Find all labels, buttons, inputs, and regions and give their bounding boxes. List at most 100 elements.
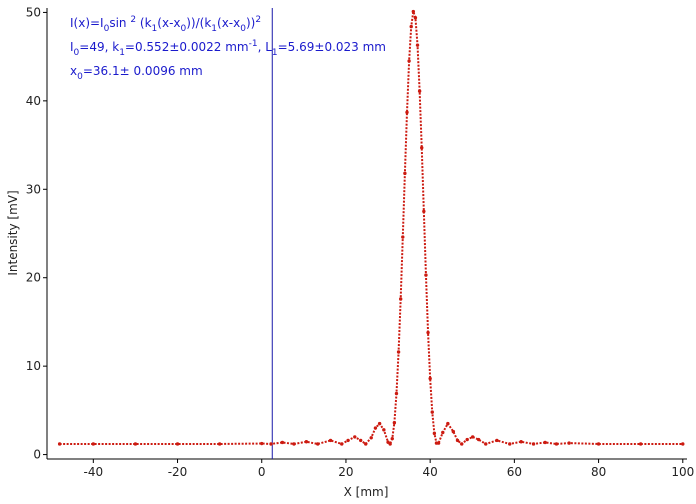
data-point	[531, 442, 536, 446]
data-point	[638, 442, 643, 446]
data-point	[358, 438, 363, 443]
annotation-part: =5.69±0.023 mm	[278, 40, 386, 54]
data-point	[382, 428, 386, 432]
annotation-part: 1	[211, 24, 217, 34]
annotation-part: 2	[130, 15, 136, 25]
data-point	[411, 9, 416, 14]
data-point	[430, 410, 434, 414]
data-point	[394, 391, 399, 396]
data-point	[422, 209, 426, 214]
data-point	[460, 442, 464, 446]
data-point	[465, 437, 469, 442]
data-point	[405, 110, 409, 115]
data-point	[476, 437, 481, 442]
data-point	[403, 171, 407, 176]
data-point	[396, 350, 401, 354]
data-point	[426, 330, 430, 335]
fit-annotation: I0=49, k1=0.552±0.0022 mm-1, L1=5.69±0.0…	[70, 39, 386, 58]
y-tick-label: 20	[26, 271, 41, 285]
data-point	[451, 429, 456, 434]
data-point	[392, 421, 397, 425]
data-point	[484, 442, 488, 446]
data-point	[280, 440, 285, 445]
data-point	[681, 442, 685, 446]
data-point	[401, 235, 405, 239]
annotation-part: x	[70, 64, 77, 78]
annotation-part: (k	[136, 16, 151, 30]
data-point	[508, 442, 512, 446]
data-point	[519, 440, 523, 444]
annotation-part: I	[70, 40, 74, 54]
x-tick-label: -40	[84, 465, 104, 479]
data-point	[388, 442, 392, 446]
annotation-part: 1	[152, 24, 158, 34]
data-point	[432, 431, 437, 436]
data-point	[398, 297, 403, 301]
data-point	[417, 89, 422, 93]
data-point	[353, 435, 357, 439]
annotation-part: 1	[119, 48, 125, 58]
data-point	[543, 440, 547, 445]
x-tick-label: 40	[423, 465, 438, 479]
y-axis-label: Intensity [mV]	[6, 190, 20, 275]
annotation-part: =49, k	[79, 40, 119, 54]
data-point	[596, 442, 601, 446]
y-tick-label: 30	[26, 182, 41, 196]
data-point	[567, 441, 571, 445]
data-point	[91, 442, 96, 446]
data-point	[133, 442, 138, 446]
fit-annotation: x0=36.1± 0.0096 mm	[70, 64, 203, 82]
annotation-part: =0.552±0.0022 mm	[125, 40, 249, 54]
annotation-part: (x-x	[217, 16, 240, 30]
data-point	[413, 16, 418, 20]
annotation-part: 0	[104, 24, 110, 34]
data-point	[340, 442, 344, 446]
data-point	[175, 442, 180, 446]
data-point	[304, 440, 309, 444]
x-tick-label: 20	[338, 465, 353, 479]
annotation-part: =36.1± 0.0096 mm	[83, 64, 203, 78]
data-point	[436, 441, 441, 445]
data-point	[415, 43, 420, 47]
data-point	[217, 442, 222, 446]
y-tick-label: 10	[26, 359, 41, 373]
annotation-part: I(x)=I	[70, 16, 104, 30]
annotation-part: (x-x	[157, 16, 180, 30]
annotation-part: , L	[258, 40, 273, 54]
annotation-part: -1	[249, 39, 258, 49]
annotation-part: ))/(k	[186, 16, 211, 30]
data-point	[369, 436, 373, 440]
data-point	[316, 442, 320, 446]
data-point	[424, 273, 428, 277]
annotation-part: 0	[77, 72, 83, 82]
data-point	[364, 442, 368, 446]
x-axis-label: X [mm]	[344, 485, 389, 499]
x-tick-label: 0	[258, 465, 266, 479]
annotation-part: 0	[240, 24, 246, 34]
fit-annotation: I(x)=I0sin 2 (k1(x-x0))/(k1(x-x0))2	[70, 15, 261, 34]
data-point	[441, 430, 445, 435]
annotation-part: 2	[255, 15, 261, 25]
x-tick-label: 60	[507, 465, 522, 479]
data-point	[377, 421, 382, 426]
data-point	[470, 435, 475, 439]
data-point	[390, 436, 394, 441]
data-point	[373, 426, 378, 430]
data-point	[409, 24, 413, 29]
data-point	[292, 442, 296, 446]
x-tick-label: 100	[671, 465, 694, 479]
y-tick-label: 50	[26, 5, 41, 19]
data-point	[346, 438, 350, 443]
data-point	[420, 146, 424, 150]
data-point	[269, 442, 273, 446]
y-tick-label: 40	[26, 94, 41, 108]
data-point	[455, 438, 460, 443]
data-point	[446, 421, 450, 426]
x-tick-label: 80	[591, 465, 606, 479]
data-point	[495, 438, 499, 443]
data-point	[407, 59, 411, 63]
data-point	[554, 442, 559, 446]
data-point	[428, 376, 432, 381]
annotation-part: ))	[246, 16, 255, 30]
